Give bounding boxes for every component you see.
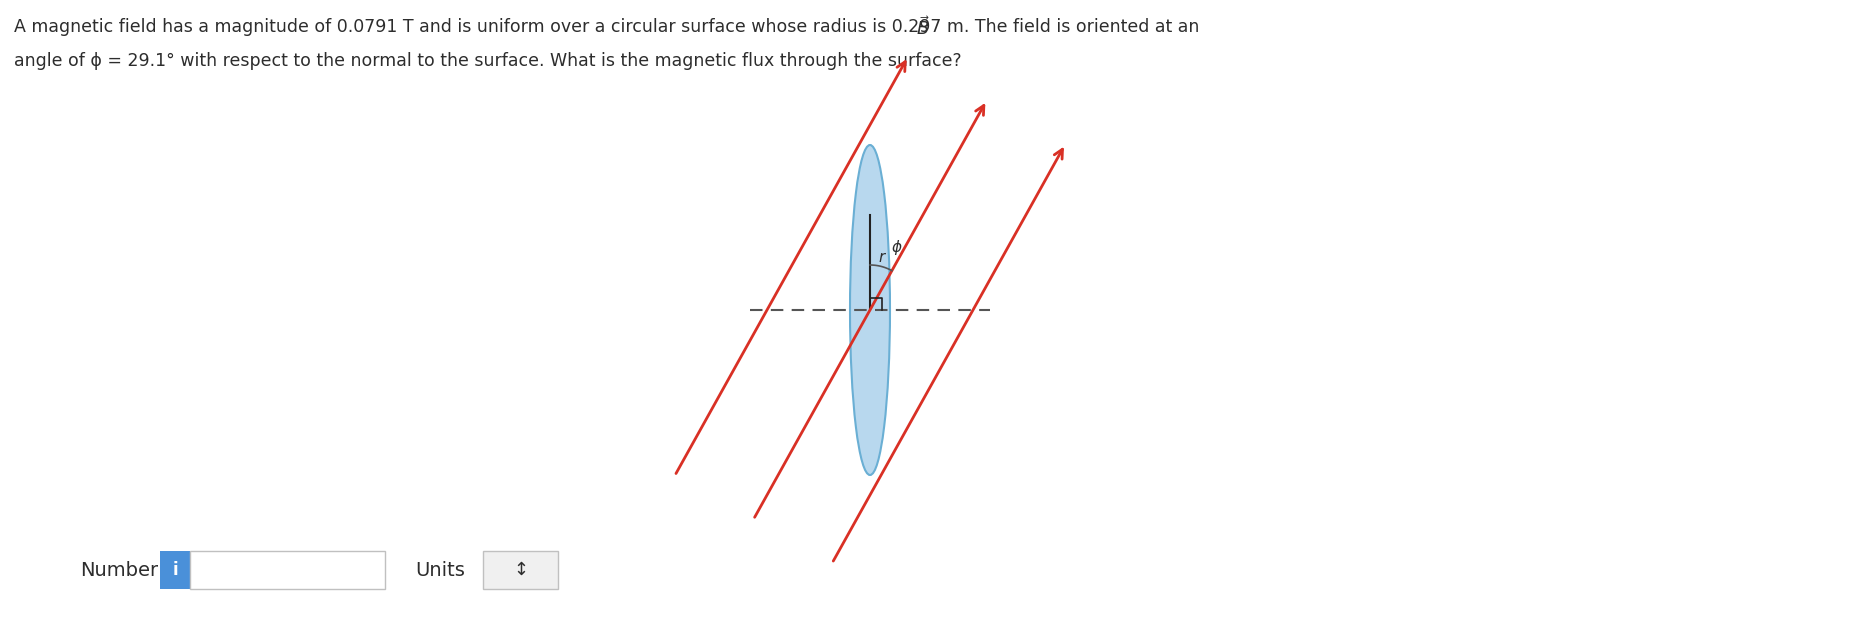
Text: Units: Units [416, 561, 464, 579]
Text: A magnetic field has a magnitude of 0.0791 T and is uniform over a circular surf: A magnetic field has a magnitude of 0.07… [13, 18, 1200, 36]
Text: r: r [878, 250, 884, 265]
Text: $\vec{B}$: $\vec{B}$ [915, 16, 930, 38]
FancyBboxPatch shape [159, 551, 189, 589]
Text: angle of ϕ = 29.1° with respect to the normal to the surface. What is the magnet: angle of ϕ = 29.1° with respect to the n… [13, 52, 962, 70]
Text: ϕ: ϕ [891, 240, 900, 255]
Text: i: i [172, 561, 178, 579]
Ellipse shape [850, 145, 889, 475]
Text: ↕: ↕ [513, 561, 528, 579]
FancyBboxPatch shape [189, 551, 386, 589]
FancyBboxPatch shape [483, 551, 558, 589]
Text: Number: Number [80, 561, 157, 579]
